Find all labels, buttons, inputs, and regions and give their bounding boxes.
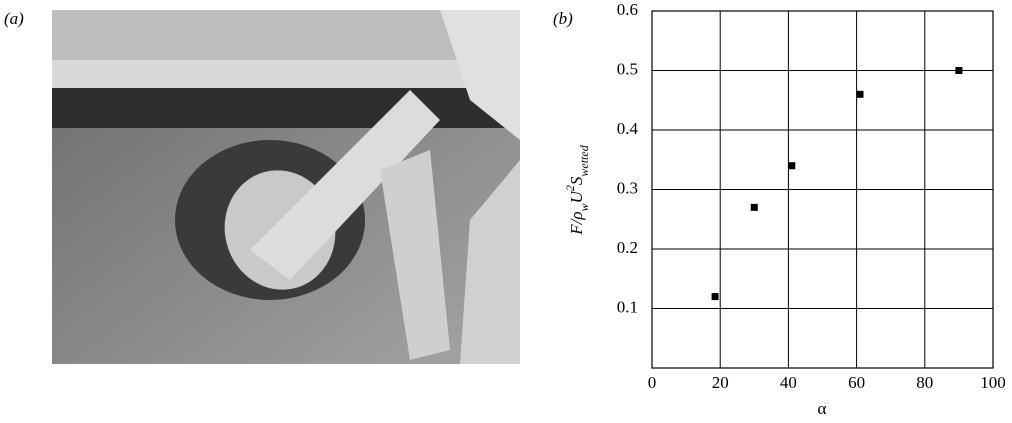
data-point xyxy=(751,204,758,211)
data-point xyxy=(857,91,864,98)
y-label-part: wetted xyxy=(577,144,591,176)
x-tick-label: 80 xyxy=(916,373,933,392)
x-axis-label: α xyxy=(818,399,827,418)
x-tick-label: 0 xyxy=(648,373,657,392)
y-tick-label: 0.2 xyxy=(617,238,638,257)
photo xyxy=(52,10,520,364)
y-label-part: F/ρ xyxy=(567,211,586,235)
y-tick-label: 0.4 xyxy=(617,119,639,138)
data-point xyxy=(955,67,962,74)
panel-label: (a) xyxy=(4,9,24,28)
y-axis-label: F/ρwU2Swetted xyxy=(563,144,591,235)
x-tick-label: 40 xyxy=(780,373,797,392)
data-point xyxy=(712,293,719,300)
x-tick-label: 60 xyxy=(848,373,865,392)
y-tick-label: 0.3 xyxy=(617,178,638,197)
y-label-part: w xyxy=(577,203,591,211)
y-tick-label: 0.5 xyxy=(617,59,638,78)
x-tick-label: 100 xyxy=(980,373,1006,392)
figure: (a) (b) α F/ρwU2Swetted 0.1 0.2 0.3 0.4 0.5 0… xyxy=(0,0,1012,423)
data-point xyxy=(788,162,795,169)
y-tick-label: 0.1 xyxy=(617,297,638,316)
y-tick-label: 0.6 xyxy=(617,0,638,19)
x-tick-label: 20 xyxy=(712,373,729,392)
panel-label: (b) xyxy=(553,9,573,28)
